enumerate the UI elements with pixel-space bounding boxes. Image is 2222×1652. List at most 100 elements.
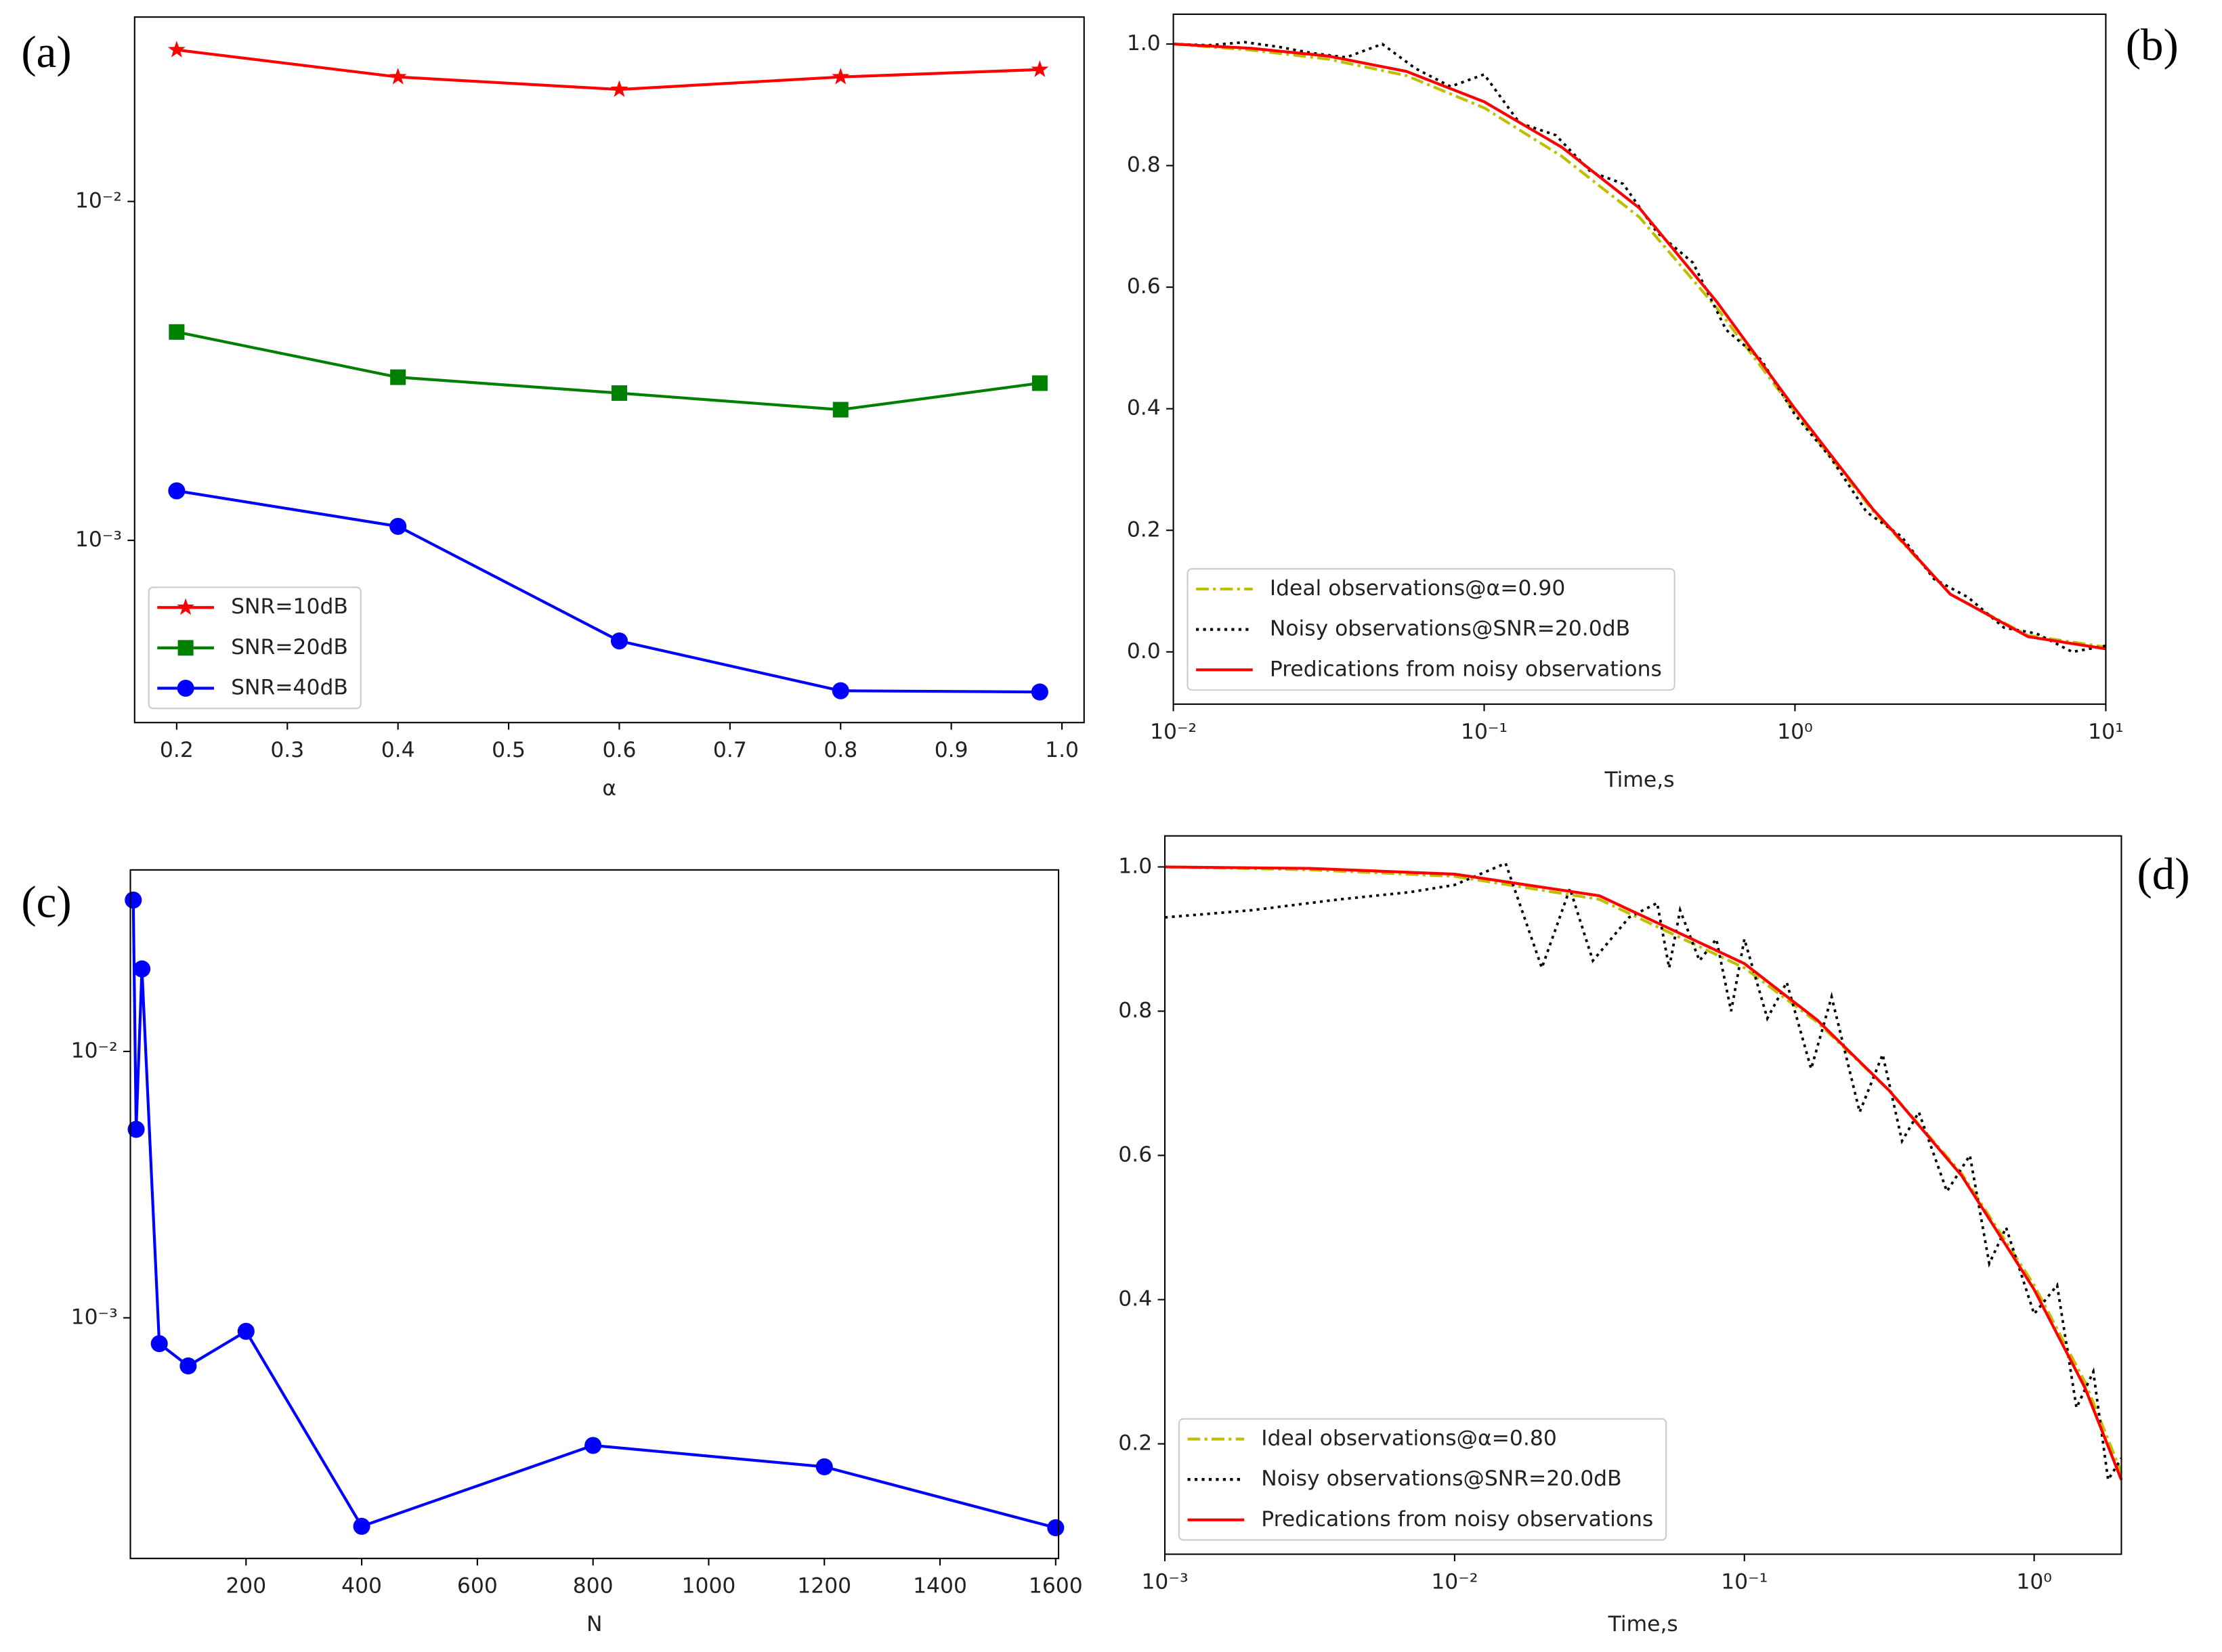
x-tick-label: 800: [573, 1574, 614, 1599]
marker: [1031, 60, 1049, 77]
y-tick-label: 1.0: [1127, 31, 1161, 56]
data-line: [1164, 861, 2123, 1484]
marker: [610, 80, 628, 97]
x-tick-label: 10⁻²: [1150, 720, 1197, 744]
marker: [815, 1458, 833, 1475]
legend-box: [1187, 568, 1675, 691]
marker: [584, 1437, 602, 1454]
y-tick-label: 0.6: [1118, 1143, 1152, 1167]
marker: [1031, 375, 1048, 391]
x-tick-label: 0.6: [603, 738, 637, 762]
legend: SNR=10dB SNR=20dB SNR=40dB: [148, 586, 362, 710]
legend-label: Ideal observations@α=0.90: [1270, 576, 1565, 601]
marker: [177, 679, 194, 697]
x-tick-label: 600: [457, 1574, 498, 1599]
x-tick-label: 0.4: [381, 738, 415, 762]
marker: [832, 401, 849, 418]
legend-label: SNR=10dB: [231, 594, 348, 619]
x-tick-label: 1.0: [1045, 738, 1079, 762]
x-tick-label: 1000: [682, 1574, 736, 1599]
x-tick-label: 10⁰: [1777, 720, 1813, 744]
y-tick-label: 0.8: [1127, 153, 1161, 177]
marker: [832, 68, 850, 85]
marker: [237, 1322, 255, 1340]
panel: (c) 200 400 600 800 1000 1200 1400 1600 10⁻³ 10⁻² N: [21, 869, 1083, 1636]
marker: [1047, 1519, 1065, 1537]
y-tick-label: 10⁻³: [71, 1305, 118, 1329]
data-line: [1173, 42, 2106, 649]
x-tick-label: 400: [341, 1574, 382, 1599]
legend-label: Ideal observations@α=0.80: [1261, 1427, 1557, 1451]
data-line: [131, 900, 1056, 1529]
legend-label: Noisy observations@SNR=20.0dB: [1270, 617, 1630, 641]
x-tick-label: 1200: [797, 1574, 851, 1599]
marker: [127, 1121, 145, 1138]
marker: [167, 41, 186, 58]
x-axis-label: α: [602, 777, 616, 801]
plot-frame: [1163, 835, 2122, 1555]
legend-box: [148, 586, 362, 710]
legend-label: Noisy observations@SNR=20.0dB: [1261, 1466, 1621, 1491]
x-tick-label: 10⁰: [2016, 1569, 2052, 1594]
x-tick-label: 10⁻¹: [1721, 1569, 1768, 1594]
marker: [133, 960, 151, 978]
y-tick-label: 10⁻³: [75, 527, 122, 552]
data-line: [176, 330, 1040, 412]
marker: [125, 891, 142, 909]
x-tick-label: 1400: [913, 1574, 967, 1599]
data-line: [176, 48, 1040, 91]
plot-frame: [129, 869, 1060, 1559]
legend-label: Predications from noisy observations: [1261, 1507, 1653, 1531]
y-tick-label: 10⁻²: [71, 1039, 118, 1063]
y-tick-label: 0.8: [1118, 998, 1152, 1022]
y-tick-label: 0.2: [1127, 517, 1161, 542]
data-line: [1173, 42, 2106, 651]
panel: (b) 10⁻² 10⁻¹ 10⁰ 10¹ 0.0 0.2 0.4 0.6 0.8 1.0 Time,…: [1127, 13, 2179, 792]
marker: [1031, 683, 1048, 701]
y-tick-label: 1.0: [1118, 854, 1152, 878]
marker: [168, 482, 186, 500]
data-line: [1173, 41, 2106, 653]
data-line: [1164, 865, 2123, 1481]
x-tick-label: 10⁻¹: [1461, 720, 1508, 744]
marker: [832, 682, 849, 699]
x-tick-label: 0.5: [492, 738, 526, 762]
x-axis-label: N: [586, 1612, 602, 1636]
marker: [389, 517, 407, 535]
legend-box: [1178, 1418, 1667, 1541]
legend: Ideal observations@α=0.90 Noisy observati…: [1187, 568, 1675, 691]
panel: (a) 0.2 0.3 0.4 0.5 0.6 0.7 0.8 0.9 1.0 10⁻³ 10⁻² α S…: [21, 16, 1085, 801]
data-line: [1164, 865, 2123, 1473]
x-tick-label: 0.3: [270, 738, 304, 762]
marker: [150, 1335, 168, 1353]
marker: [179, 1357, 197, 1375]
marker: [169, 324, 185, 340]
x-tick-label: 10¹: [2088, 720, 2124, 744]
x-tick-label: 0.8: [824, 738, 857, 762]
y-tick-label: 0.2: [1118, 1431, 1152, 1456]
panel-label: (b): [2126, 20, 2179, 70]
x-axis-label: Time,s: [1604, 768, 1674, 792]
panel-label: (d): [2137, 849, 2189, 899]
marker: [390, 369, 406, 385]
x-tick-label: 0.2: [160, 738, 194, 762]
plot-frame: [133, 16, 1085, 724]
x-tick-label: 0.7: [713, 738, 747, 762]
marker: [177, 640, 194, 656]
marker: [389, 68, 407, 85]
marker: [610, 632, 628, 650]
x-tick-label: 200: [226, 1574, 266, 1599]
y-tick-label: 0.6: [1127, 274, 1161, 299]
x-axis-label: Time,s: [1608, 1612, 1678, 1636]
y-tick-label: 0.0: [1127, 639, 1161, 664]
legend: Ideal observations@α=0.80 Noisy observati…: [1178, 1418, 1667, 1541]
x-tick-label: 10⁻³: [1141, 1569, 1188, 1594]
marker: [353, 1517, 370, 1535]
legend-label: Predications from noisy observations: [1270, 657, 1662, 681]
y-tick-label: 0.4: [1127, 396, 1161, 420]
y-tick-label: 10⁻²: [75, 189, 122, 213]
panel-label: (a): [21, 27, 71, 77]
marker: [611, 385, 627, 401]
